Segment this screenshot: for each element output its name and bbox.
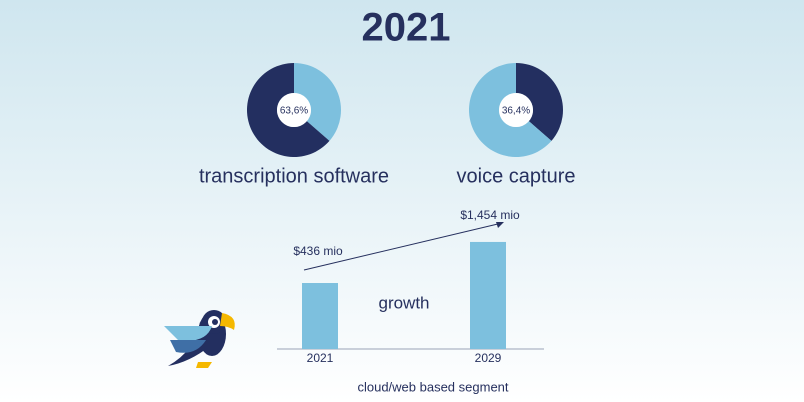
- donut-hole: [277, 93, 311, 127]
- x-tick-label: 2021: [307, 351, 334, 365]
- parrot-icon: [164, 310, 235, 368]
- pie-slice: [516, 63, 563, 141]
- donut-hole: [499, 93, 533, 127]
- value-label: 63,6%: [280, 106, 308, 117]
- pie-slice: [246, 63, 330, 157]
- page-title: 2021: [362, 6, 451, 50]
- x-tick-label: 2029: [475, 351, 502, 365]
- pie-slice: [294, 63, 341, 141]
- bar: [302, 283, 338, 349]
- value-label: 36,4%: [502, 106, 530, 117]
- bar: [470, 241, 506, 349]
- growth-arrow: [303, 222, 503, 271]
- pie-title: transcription software: [199, 165, 389, 187]
- arrow-head: [496, 222, 504, 228]
- value-label: $1,454 mio: [460, 208, 520, 222]
- annotation: growth: [378, 293, 429, 312]
- pie-slice: [469, 63, 552, 157]
- x-axis-label: cloud/web based segment: [357, 379, 508, 394]
- pie-title: voice capture: [457, 165, 576, 187]
- value-label: $436 mio: [293, 244, 343, 258]
